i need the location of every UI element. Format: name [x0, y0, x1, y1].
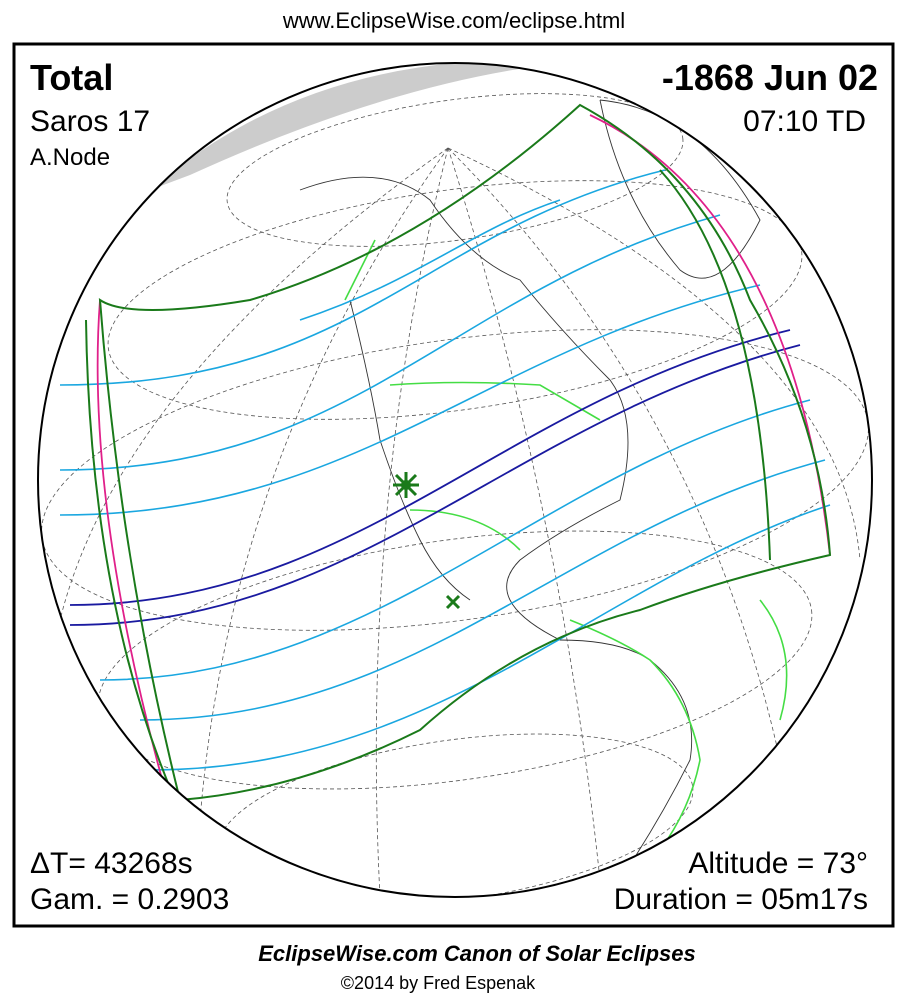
duration: Duration = 05m17s	[614, 883, 868, 916]
saros: Saros 17	[30, 105, 150, 138]
delta-t: ΔT= 43268s	[30, 847, 193, 880]
eclipse-type: Total	[30, 57, 113, 98]
eclipse-date: -1868 Jun 02	[662, 57, 878, 98]
url: www.EclipseWise.com/eclipse.html	[282, 8, 625, 33]
altitude: Altitude = 73°	[688, 847, 868, 880]
frame	[12, 42, 895, 928]
node: A.Node	[30, 144, 110, 171]
time: 07:10 TD	[743, 105, 866, 138]
globe-outline	[37, 62, 873, 898]
footer-credit: ©2014 by Fred Espenak	[341, 973, 536, 993]
footer-title: EclipseWise.com Canon of Solar Eclipses	[258, 941, 696, 966]
globe	[38, 63, 872, 897]
gamma: Gam. = 0.2903	[30, 883, 229, 916]
